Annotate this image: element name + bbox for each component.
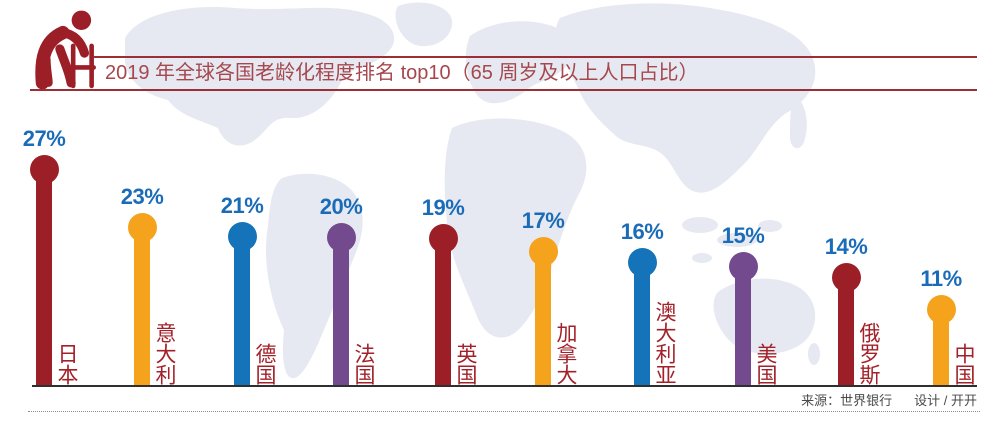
- bar-stem: [933, 309, 949, 387]
- bar-germany: [227, 222, 257, 387]
- chart-baseline: [32, 385, 977, 387]
- value-label-russia: 14%: [824, 234, 868, 259]
- bar-canada: [528, 237, 558, 387]
- bar-stem: [36, 169, 52, 387]
- bar-usa: [728, 252, 758, 387]
- footer: 来源：世界银行 设计 / 开开: [801, 390, 977, 409]
- category-label-australia: 澳大利亚: [653, 301, 677, 385]
- bar-china: [926, 295, 956, 387]
- bar-stem: [735, 266, 751, 387]
- value-label-china: 11%: [920, 266, 962, 291]
- value-label-italy: 23%: [120, 184, 164, 209]
- category-label-japan: 日本: [55, 343, 79, 385]
- value-label-france: 20%: [319, 194, 363, 219]
- category-label-italy: 意大利: [153, 322, 177, 385]
- bar-uk: [428, 224, 458, 387]
- bar-stem: [234, 236, 250, 387]
- category-label-germany: 德国: [253, 343, 277, 385]
- design-credit: 设计 / 开开: [914, 393, 977, 408]
- bar-france: [326, 223, 356, 387]
- category-label-china: 中国: [952, 343, 976, 385]
- bar-stem: [634, 262, 650, 387]
- category-label-russia: 俄罗斯: [857, 322, 881, 385]
- value-label-japan: 27%: [22, 126, 66, 151]
- header-top-rule: [93, 56, 977, 58]
- page-title: 2019 年全球各国老龄化程度排名 top10（65 周岁及以上人口占比）: [105, 62, 699, 84]
- header-bottom-rule: [30, 89, 977, 91]
- bar-japan: [29, 155, 59, 387]
- bar-stem: [838, 277, 854, 387]
- bar-australia: [627, 248, 657, 387]
- category-label-uk: 英国: [454, 343, 478, 385]
- category-label-usa: 美国: [754, 343, 778, 385]
- source-credit: 来源：世界银行: [801, 393, 893, 408]
- category-label-canada: 加拿大: [554, 322, 578, 385]
- value-label-australia: 16%: [620, 219, 664, 244]
- category-label-france: 法国: [352, 343, 376, 385]
- bar-russia: [831, 263, 861, 387]
- bar-stem: [535, 251, 551, 387]
- bar-stem: [134, 227, 150, 387]
- bar-stem: [435, 238, 451, 387]
- value-label-canada: 17%: [521, 208, 565, 233]
- elderly-person-walker-icon: [35, 10, 96, 90]
- value-label-germany: 21%: [220, 193, 264, 218]
- bar-italy: [127, 213, 157, 387]
- bar-stem: [333, 237, 349, 387]
- value-label-usa: 15%: [721, 223, 765, 248]
- bottom-dotted-rule: [28, 411, 980, 412]
- value-label-uk: 19%: [421, 195, 465, 220]
